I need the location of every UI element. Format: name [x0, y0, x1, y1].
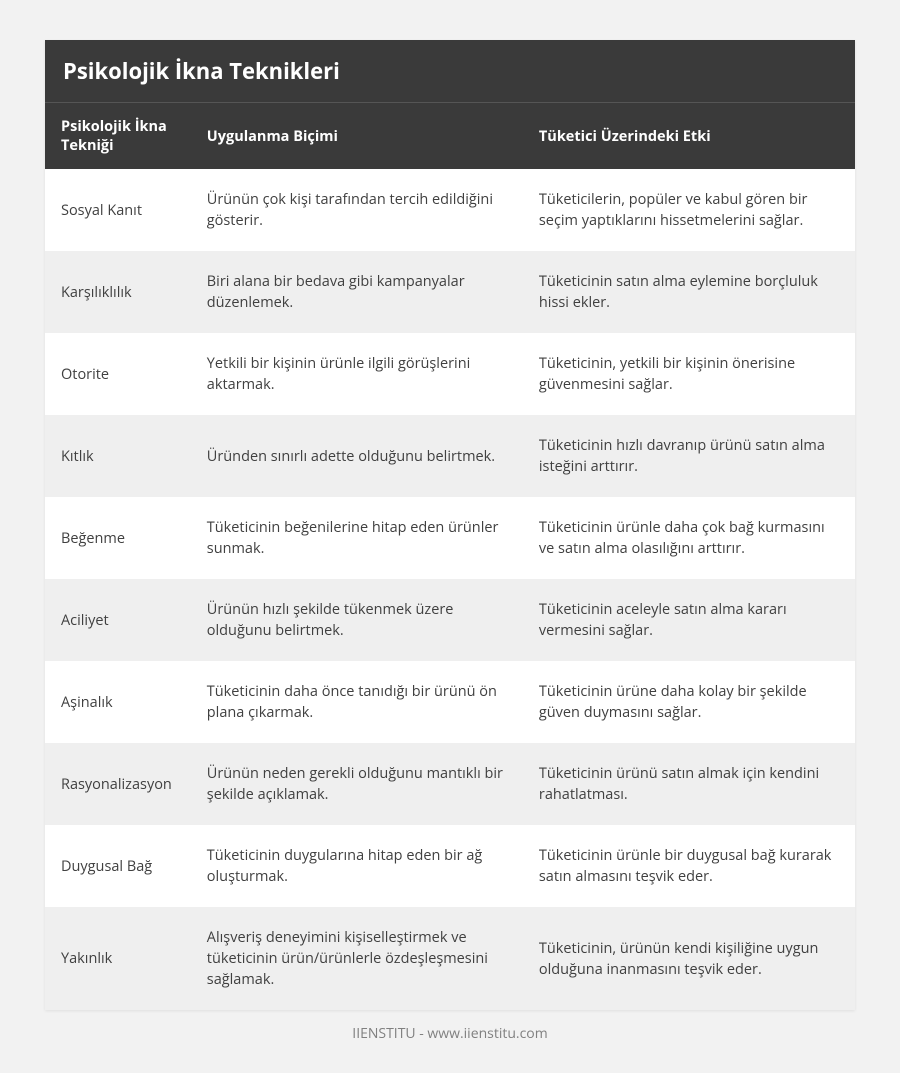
cell-application: Tüketicinin duygularına hitap eden bir a… [191, 825, 523, 907]
table-row: Rasyonalizasyon Ürünün neden gerekli old… [45, 743, 855, 825]
cell-technique: Aşinalık [45, 661, 191, 743]
table-row: Otorite Yetkili bir kişinin ürünle ilgil… [45, 333, 855, 415]
cell-application: Biri alana bir bedava gibi kampanyalar d… [191, 251, 523, 333]
table-row: Kıtlık Üründen sınırlı adette olduğunu b… [45, 415, 855, 497]
cell-application: Tüketicinin daha önce tanıdığı bir ürünü… [191, 661, 523, 743]
column-header-technique: Psikolojik İkna Tekniği [45, 103, 191, 170]
cell-effect: Tüketicinin satın alma eylemine borçlulu… [523, 251, 855, 333]
cell-technique: Sosyal Kanıt [45, 169, 191, 251]
cell-technique: Beğenme [45, 497, 191, 579]
cell-application: Ürünün neden gerekli olduğunu mantıklı b… [191, 743, 523, 825]
cell-effect: Tüketicilerin, popüler ve kabul gören bi… [523, 169, 855, 251]
column-header-effect: Tüketici Üzerindeki Etki [523, 103, 855, 170]
cell-application: Ürünün hızlı şekilde tükenmek üzere oldu… [191, 579, 523, 661]
footer-attribution: IIENSTITU - www.iienstitu.com [45, 1024, 855, 1043]
cell-application: Alışveriş deneyimini kişiselleştirmek ve… [191, 907, 523, 1010]
cell-application: Üründen sınırlı adette olduğunu belirtme… [191, 415, 523, 497]
table-row: Yakınlık Alışveriş deneyimini kişiselleş… [45, 907, 855, 1010]
table-container: Psikolojik İkna Teknikleri Psikolojik İk… [45, 40, 855, 1010]
cell-technique: Karşılıklılık [45, 251, 191, 333]
cell-application: Yetkili bir kişinin ürünle ilgili görüşl… [191, 333, 523, 415]
table-row: Beğenme Tüketicinin beğenilerine hitap e… [45, 497, 855, 579]
cell-technique: Rasyonalizasyon [45, 743, 191, 825]
cell-application: Tüketicinin beğenilerine hitap eden ürün… [191, 497, 523, 579]
cell-technique: Duygusal Bağ [45, 825, 191, 907]
table-header-row: Psikolojik İkna Tekniği Uygulanma Biçimi… [45, 103, 855, 170]
cell-application: Ürünün çok kişi tarafından tercih edildi… [191, 169, 523, 251]
cell-technique: Yakınlık [45, 907, 191, 1010]
cell-effect: Tüketicinin aceleyle satın alma kararı v… [523, 579, 855, 661]
table-row: Sosyal Kanıt Ürünün çok kişi tarafından … [45, 169, 855, 251]
cell-effect: Tüketicinin ürüne daha kolay bir şekilde… [523, 661, 855, 743]
cell-technique: Otorite [45, 333, 191, 415]
cell-effect: Tüketicinin ürünle bir duygusal bağ kura… [523, 825, 855, 907]
cell-technique: Aciliyet [45, 579, 191, 661]
cell-effect: Tüketicinin, ürünün kendi kişiliğine uyg… [523, 907, 855, 1010]
table-row: Duygusal Bağ Tüketicinin duygularına hit… [45, 825, 855, 907]
cell-technique: Kıtlık [45, 415, 191, 497]
table-title: Psikolojik İkna Teknikleri [45, 40, 855, 102]
techniques-table: Psikolojik İkna Tekniği Uygulanma Biçimi… [45, 102, 855, 1010]
cell-effect: Tüketicinin hızlı davranıp ürünü satın a… [523, 415, 855, 497]
table-row: Karşılıklılık Biri alana bir bedava gibi… [45, 251, 855, 333]
cell-effect: Tüketicinin ürünle daha çok bağ kurmasın… [523, 497, 855, 579]
cell-effect: Tüketicinin ürünü satın almak için kendi… [523, 743, 855, 825]
table-row: Aşinalık Tüketicinin daha önce tanıdığı … [45, 661, 855, 743]
column-header-application: Uygulanma Biçimi [191, 103, 523, 170]
cell-effect: Tüketicinin, yetkili bir kişinin önerisi… [523, 333, 855, 415]
table-row: Aciliyet Ürünün hızlı şekilde tükenmek ü… [45, 579, 855, 661]
